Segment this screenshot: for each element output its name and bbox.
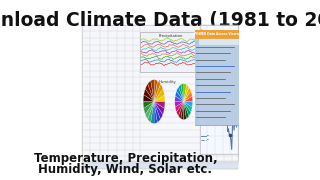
Wedge shape	[184, 84, 187, 102]
Wedge shape	[175, 91, 184, 102]
Wedge shape	[148, 81, 154, 102]
Wedge shape	[144, 89, 154, 102]
Wedge shape	[179, 85, 184, 102]
Wedge shape	[154, 89, 164, 102]
Wedge shape	[154, 102, 164, 114]
Bar	[199, 25, 238, 154]
Point	[213, 49, 218, 52]
Wedge shape	[154, 80, 157, 102]
Text: Humidity: Humidity	[158, 80, 176, 84]
Text: Download Climate Data (1981 to 2020): Download Climate Data (1981 to 2020)	[0, 11, 320, 30]
Point	[218, 69, 223, 72]
Wedge shape	[184, 85, 189, 102]
Point	[228, 133, 233, 136]
Wedge shape	[184, 102, 187, 120]
Wedge shape	[145, 102, 154, 119]
Wedge shape	[181, 84, 184, 102]
Wedge shape	[184, 102, 193, 107]
Text: ─: ─	[207, 138, 209, 142]
Wedge shape	[175, 102, 184, 112]
Point	[232, 115, 237, 118]
Wedge shape	[181, 102, 184, 120]
Wedge shape	[184, 102, 192, 112]
Wedge shape	[154, 102, 160, 122]
Wedge shape	[184, 102, 191, 116]
Wedge shape	[184, 87, 191, 102]
Bar	[195, 39, 198, 125]
Wedge shape	[154, 102, 157, 123]
Wedge shape	[175, 96, 184, 102]
Wedge shape	[143, 102, 154, 108]
Wedge shape	[179, 102, 184, 119]
Wedge shape	[154, 84, 163, 102]
Wedge shape	[154, 81, 160, 102]
Bar	[82, 25, 238, 161]
Wedge shape	[184, 102, 189, 119]
Wedge shape	[151, 80, 154, 102]
Wedge shape	[154, 102, 163, 119]
Point	[223, 76, 228, 79]
Wedge shape	[177, 102, 184, 116]
Point	[208, 78, 213, 81]
Text: Temperature, Precipitation,: Temperature, Precipitation,	[34, 152, 217, 165]
Bar	[140, 32, 202, 72]
Point	[198, 32, 204, 35]
Bar	[195, 30, 239, 39]
Text: Humidity, Wind, Solar etc.: Humidity, Wind, Solar etc.	[38, 163, 212, 176]
Wedge shape	[175, 102, 184, 107]
Wedge shape	[184, 91, 192, 102]
Text: Precipitation: Precipitation	[159, 34, 183, 38]
Wedge shape	[144, 102, 154, 114]
Wedge shape	[154, 102, 165, 108]
Wedge shape	[145, 84, 154, 102]
Point	[203, 67, 208, 69]
Wedge shape	[151, 102, 154, 123]
Bar	[195, 30, 239, 125]
Wedge shape	[184, 96, 193, 102]
Text: ─: ─	[207, 134, 209, 138]
Wedge shape	[148, 102, 154, 122]
Wedge shape	[154, 95, 165, 102]
Wedge shape	[143, 95, 154, 102]
Wedge shape	[177, 87, 184, 102]
Bar	[195, 39, 239, 45]
Text: POWER Data Access Viewer: POWER Data Access Viewer	[194, 32, 240, 36]
Bar	[82, 161, 238, 169]
